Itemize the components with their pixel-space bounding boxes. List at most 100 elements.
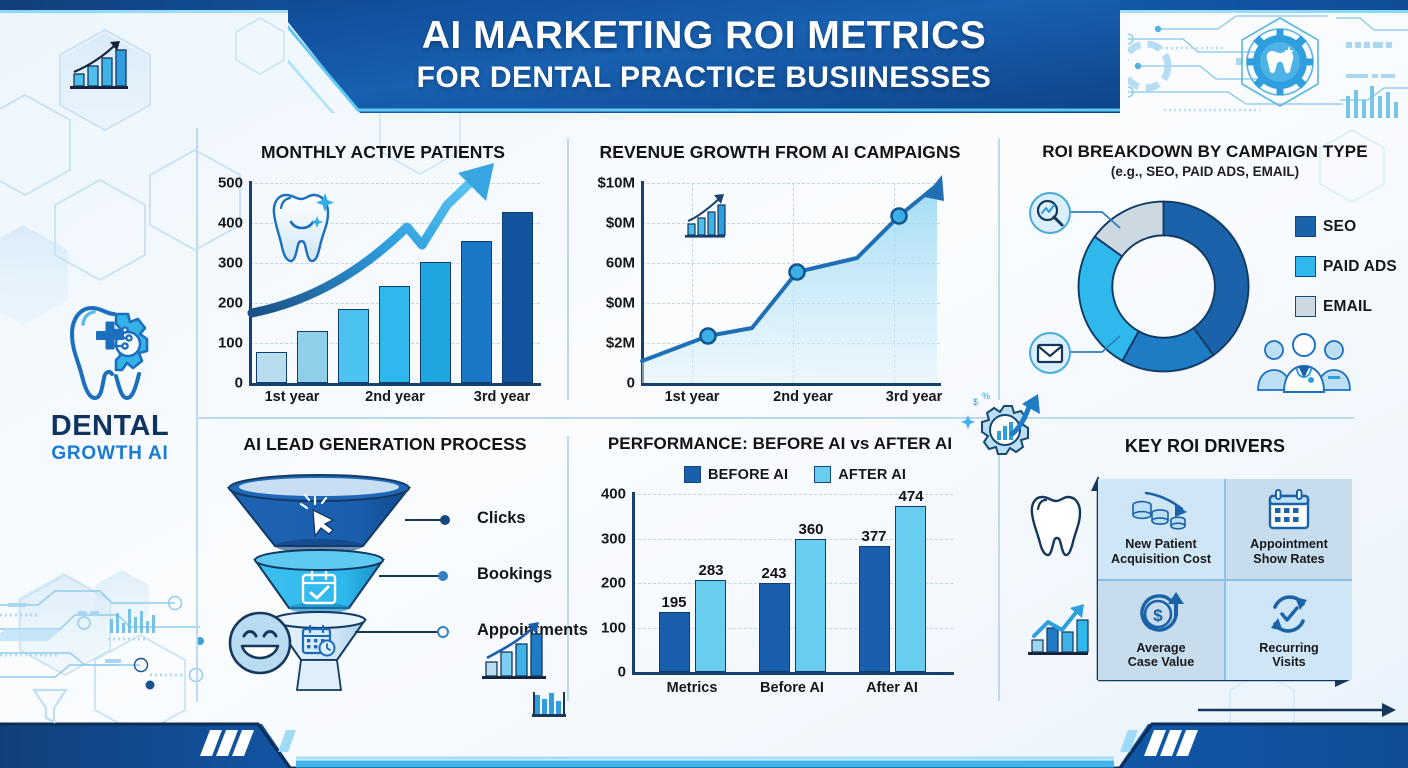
mini-bar-chart-icon [685,194,726,238]
gridline [642,183,940,184]
legend-item-seo: SEO [1295,216,1397,237]
y-axis [632,492,635,672]
y-tick-label: $10M [597,174,635,192]
y-tick-label: 500 [217,174,243,192]
panel-title-roi-breakdown: ROI BREAKDOWN BY CAMPAIGN TYPE [1042,142,1368,161]
x-tick-label: 3rd year [473,389,531,405]
y-axis [641,181,644,383]
panel-subtitle-roi-breakdown: (e.g., SEO, PAID ADS, EMAIL) [1110,164,1300,179]
panel-monthly-active-patients: MONTHLY ACTIVE PATIENTS 500 400 300 200 … [205,140,561,408]
bar [338,309,369,383]
donut-legend: SEO PAID ADS EMAIL [1295,216,1397,317]
legend-swatch-seo [1295,216,1316,237]
legend-swatch-after-ai [814,466,832,483]
page-subtitle: FOR DENTAL PRACTICE BUSIINESSES [416,60,992,94]
panel-performance: PERFORMANCE: BEFORE AI vs AFTER AI BEFOR… [580,432,980,707]
y-tick-label: $2M [605,334,635,352]
header-banner-shape [288,0,1120,113]
dental-team-icon [1257,333,1351,393]
bar [502,211,533,383]
y-tick-label: 100 [217,334,243,352]
panel-revenue-growth: REVENUE GROWTH FROM AI CAMPAIGNS $10M $0… [580,140,980,408]
panel-lead-generation: AI LEAD GENERATION PROCESS [205,430,588,705]
bar-value-label: 283 [698,562,724,579]
gridline [633,583,953,584]
funnel-stage-label-appointments: Appointments [477,621,588,639]
y-tick-label: 300 [600,530,626,547]
bar-value-label: 474 [898,488,924,505]
panel-roi-breakdown: ROI BREAKDOWN BY CAMPAIGN TYPE (e.g., SE… [1010,140,1400,408]
svg-text:$: $ [1153,606,1163,625]
y-tick-label: 0 [617,663,626,681]
legend-label-paid-ads: PAID ADS [1323,257,1397,275]
bar-before-ai [659,612,690,672]
dollar-circle-arrow-icon: $ [1140,591,1184,632]
x-tick-label: Metrics [666,680,718,696]
x-tick-label: 1st year [664,389,720,405]
gridline [250,183,540,184]
bar-after-ai [695,580,726,672]
roi-quadrant-label: New Patient Acquisition Cost [1110,537,1212,566]
gridline [250,263,540,264]
chart-revenue-growth: $10M $0M 60M $0M $2M 0 [597,175,944,405]
y-tick-label: $0M [605,214,635,232]
panel-title-lead-generation: AI LEAD GENERATION PROCESS [243,434,527,454]
y-tick-label: 0 [234,374,243,392]
bar-after-ai [795,539,826,672]
funnel-connector-lines [355,515,450,638]
circuit-decoration-bottom-left [0,590,204,690]
roi-quadrant-new-patient-acquisition-cost[interactable]: New Patient Acquisition Cost [1098,479,1224,579]
data-point-marker [890,207,908,225]
circuit-decoration-top-right [1128,15,1408,118]
y-tick-label: 300 [217,254,243,272]
chart-monthly-active-patients: 500 400 300 200 100 0 [218,163,541,405]
legend-item-paid-ads: PAID ADS [1295,256,1397,277]
data-point-marker [699,327,717,345]
gridline [633,538,953,540]
revenue-line-series [640,175,944,383]
gridline [633,627,953,629]
x-axis [249,383,541,386]
y-tick-label: 400 [600,485,626,503]
brand-name: DENTAL [50,410,170,442]
x-tick-label: 2nd year [365,389,425,405]
magnifier-seo-icon [1029,192,1071,234]
panel-title-monthly-active-patients: MONTHLY ACTIVE PATIENTS [260,142,506,162]
bar [297,331,328,383]
y-tick-label: $0M [605,294,635,312]
legend-label-seo: SEO [1323,217,1357,235]
legend-label-after-ai: AFTER AI [838,466,907,483]
divider-horizontal [198,417,1354,419]
brand-logo-block: DENTAL GROWTH AI [14,300,206,463]
svg-text:%: % [982,391,990,401]
page-title: AI MARKETING ROI METRICS [421,14,987,57]
roi-quadrant-appointment-show-rates[interactable]: Appointment Show Rates [1226,479,1352,579]
funnel-stage-label-bookings: Bookings [477,565,553,583]
smiley-face-icon [228,611,292,675]
declining-coins-icon [1132,491,1187,530]
divider-vertical-mid1 [567,138,569,400]
gridline [250,223,540,224]
bar [379,286,410,383]
panel-title-key-roi-drivers: KEY ROI DRIVERS [1124,436,1286,456]
roi-quadrant-recurring-visits[interactable]: Recurring Visits [1226,580,1352,680]
upward-trend-arrow [247,163,494,318]
x-tick-label: 1st year [264,389,320,405]
bar-value-label: 360 [798,521,824,538]
roi-quadrant-average-case-value[interactable]: $ Average Case Value [1098,580,1224,680]
growth-bar-chart-icon [70,41,128,89]
tooth-gear-icon [69,306,149,401]
legend-item-after-ai: AFTER AI [814,466,906,483]
funnel-stage-label-clicks: Clicks [477,509,526,527]
x-tick-label: Before AI [760,680,824,696]
bottom-frame-bar [0,722,1408,768]
growth-bar-chart-icon [482,622,546,679]
bar [256,351,287,383]
legend-label-email: EMAIL [1323,297,1373,315]
cursor-click-icon [299,493,335,538]
bar-after-ai [895,506,926,672]
divider-vertical-left [196,128,198,702]
gridline [642,223,940,224]
svg-text:$: $ [973,397,978,407]
